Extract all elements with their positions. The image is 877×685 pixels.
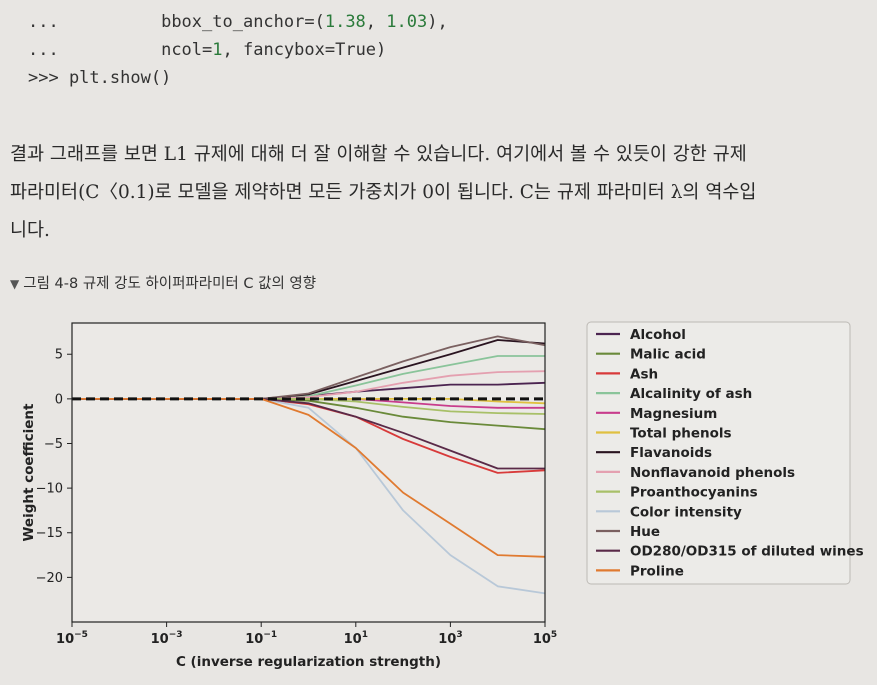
x-tick-label: 10−3 xyxy=(151,630,183,647)
y-tick-label: −10 xyxy=(36,482,63,497)
y-tick-label: 5 xyxy=(55,348,63,363)
y-tick-label: −15 xyxy=(36,526,63,541)
legend-label: OD280/OD315 of diluted wines xyxy=(630,544,864,560)
caption-triangle-icon: ▼ xyxy=(10,277,20,291)
legend-label: Magnesium xyxy=(630,406,717,422)
paragraph-line: 니다. xyxy=(10,220,50,241)
y-axis-label: Weight coefficient xyxy=(21,403,37,542)
y-tick-label: −20 xyxy=(36,571,63,586)
legend: Alcohol Malic acid Ash Alcalinity of ash Mag… xyxy=(586,321,864,585)
plot-background xyxy=(72,323,545,622)
legend-label: Nonflavanoid phenols xyxy=(630,465,795,481)
paragraph-line: 파라미터(C〈0.1)로 모델을 제약하면 모든 가중치가 0이 됩니다. C는… xyxy=(10,182,757,203)
x-axis-label: C (inverse regularization strength) xyxy=(176,654,441,670)
body-paragraph: 결과 그래프를 보면 L1 규제에 대해 더 잘 이해할 수 있습니다. 여기에… xyxy=(10,136,862,250)
code-line-2: ... ncol=1, fancybox=True) xyxy=(28,40,387,60)
x-tick-label: 101 xyxy=(344,630,368,647)
legend-label: Hue xyxy=(630,524,660,540)
figure-caption: ▼ 그림 4-8 규제 강도 하이퍼파라미터 C 값의 영향 xyxy=(10,276,317,292)
x-tick-label: 10−1 xyxy=(245,630,277,647)
x-tick-label: 103 xyxy=(438,630,462,647)
x-tick-label: 105 xyxy=(533,630,557,647)
y-tick-label: 0 xyxy=(55,392,63,407)
x-tick-label: 10−5 xyxy=(56,630,88,647)
legend-label: Flavanoids xyxy=(630,445,712,461)
legend-label: Proline xyxy=(630,563,684,579)
legend-label: Ash xyxy=(630,366,658,382)
legend-label: Alcalinity of ash xyxy=(630,386,752,402)
plot-frame xyxy=(71,322,546,623)
y-tick-label: −5 xyxy=(44,437,63,452)
legend-box xyxy=(586,321,851,585)
code-line-3: >>> plt.show() xyxy=(28,68,172,88)
legend-label: Total phenols xyxy=(630,426,732,442)
legend-label: Alcohol xyxy=(630,327,686,343)
plot-area xyxy=(72,323,545,622)
legend-label: Malic acid xyxy=(630,347,706,363)
weight-coefficient-chart: 5 0 −5 −10 −15 −20 10−5 10−3 10−1 101 103 105 C (inv… xyxy=(21,321,864,670)
paragraph-line: 결과 그래프를 보면 L1 규제에 대해 더 잘 이해할 수 있습니다. 여기에… xyxy=(10,144,747,165)
legend-label: Proanthocyanins xyxy=(630,485,758,501)
code-line-1: ... bbox_to_anchor=(1.38, 1.03), xyxy=(28,12,448,32)
axes: 5 0 −5 −10 −15 −20 10−5 10−3 10−1 101 103 105 C (inv… xyxy=(21,322,557,670)
code-block: ... bbox_to_anchor=(1.38, 1.03), ... nco… xyxy=(28,8,448,92)
legend-label: Color intensity xyxy=(630,504,742,520)
